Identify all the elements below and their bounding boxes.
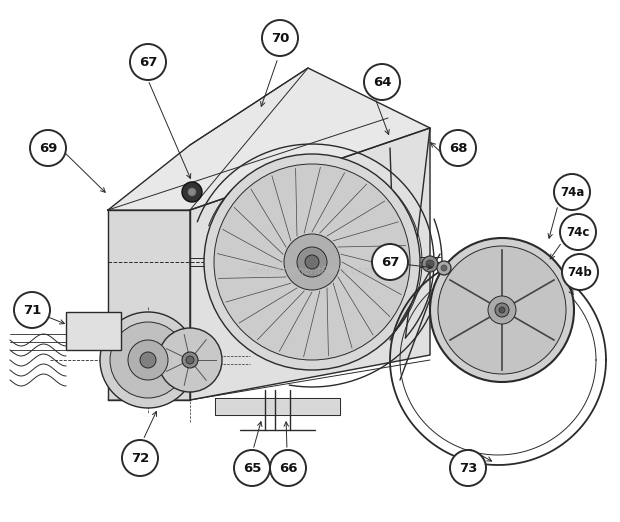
Circle shape: [204, 154, 420, 370]
Circle shape: [262, 20, 298, 56]
Circle shape: [110, 322, 186, 398]
Text: 74a: 74a: [560, 185, 584, 198]
Circle shape: [305, 255, 319, 269]
Circle shape: [234, 450, 270, 486]
Text: 67: 67: [381, 255, 399, 268]
Circle shape: [100, 312, 196, 408]
Text: 72: 72: [131, 452, 149, 465]
Circle shape: [437, 261, 451, 275]
Circle shape: [128, 340, 168, 380]
FancyBboxPatch shape: [66, 312, 121, 350]
Text: eReplacementParts.com: eReplacementParts.com: [246, 266, 374, 277]
Circle shape: [188, 188, 196, 196]
Circle shape: [158, 328, 222, 392]
Circle shape: [182, 352, 198, 368]
Text: 74c: 74c: [566, 226, 590, 239]
Circle shape: [499, 307, 505, 313]
Circle shape: [438, 246, 566, 374]
Circle shape: [488, 296, 516, 324]
Polygon shape: [190, 128, 430, 400]
Circle shape: [130, 44, 166, 80]
Circle shape: [140, 352, 156, 368]
Text: 71: 71: [23, 303, 41, 316]
Circle shape: [284, 234, 340, 290]
Circle shape: [14, 292, 50, 328]
Circle shape: [560, 214, 596, 250]
Text: 65: 65: [243, 461, 261, 474]
Polygon shape: [108, 210, 190, 400]
Circle shape: [182, 182, 202, 202]
Circle shape: [372, 244, 408, 280]
Circle shape: [364, 64, 400, 100]
Text: 68: 68: [449, 141, 467, 155]
Circle shape: [440, 130, 476, 166]
Text: 69: 69: [39, 141, 57, 155]
Circle shape: [186, 356, 194, 364]
Circle shape: [554, 174, 590, 210]
Text: 64: 64: [373, 76, 391, 89]
Polygon shape: [108, 68, 430, 210]
Circle shape: [562, 254, 598, 290]
Circle shape: [430, 238, 574, 382]
Circle shape: [422, 256, 438, 272]
Text: 74b: 74b: [568, 266, 592, 279]
Circle shape: [214, 164, 410, 360]
Circle shape: [450, 450, 486, 486]
Polygon shape: [215, 398, 340, 415]
Circle shape: [426, 260, 434, 268]
Text: 73: 73: [459, 461, 477, 474]
Circle shape: [270, 450, 306, 486]
Text: 67: 67: [139, 55, 157, 68]
Circle shape: [441, 265, 447, 271]
Circle shape: [495, 303, 509, 317]
Circle shape: [122, 440, 158, 476]
Circle shape: [30, 130, 66, 166]
Text: 70: 70: [271, 31, 289, 44]
Circle shape: [297, 247, 327, 277]
Text: 66: 66: [279, 461, 297, 474]
